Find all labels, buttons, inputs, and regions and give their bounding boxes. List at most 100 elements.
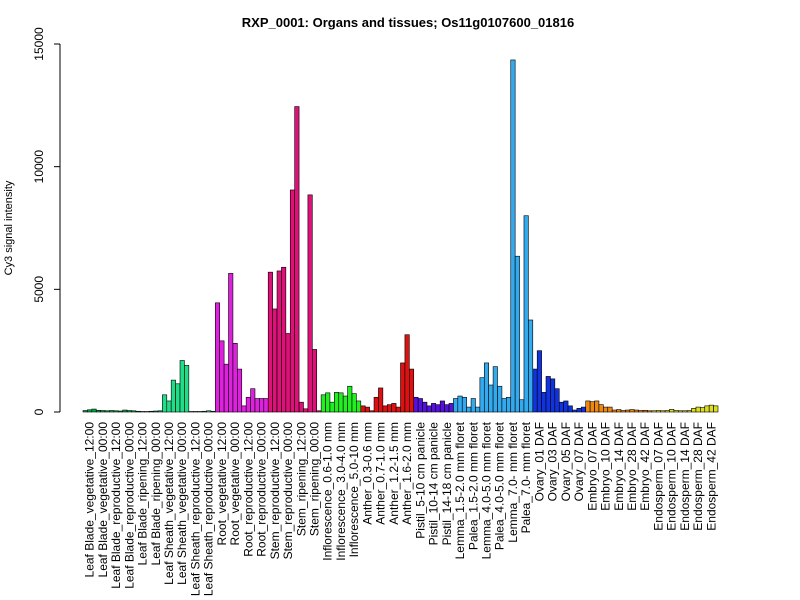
bar xyxy=(241,405,247,413)
bar xyxy=(558,401,564,413)
bar xyxy=(536,350,542,413)
bar xyxy=(285,333,291,413)
x-tick-label: Stem_reproductive_00:00 xyxy=(281,422,295,560)
bar xyxy=(109,410,115,413)
bar xyxy=(607,406,613,413)
x-tick-label: Embryo_14 DAF xyxy=(612,422,626,511)
x-tick-label: Pistil_14-18 cm panicle xyxy=(440,422,454,546)
bar xyxy=(563,400,569,413)
x-tick-label: Root_reproductive_12:00 xyxy=(241,422,255,557)
bar xyxy=(170,379,176,413)
bar xyxy=(303,408,309,413)
x-tick-label: Anther_1.6-2.0 mm xyxy=(400,422,414,525)
x-tick-label: Lemma_1.5-2.0 mm floret xyxy=(453,421,467,559)
x-tick-label: Palea_1.5-2.0 mm floret xyxy=(466,421,480,550)
x-tick-label: Embryo_07 DAF xyxy=(585,422,599,511)
bar xyxy=(470,398,476,413)
bar xyxy=(289,189,295,413)
x-tick-label: Leaf Blade_vegetative_12:00 xyxy=(83,422,97,578)
x-tick-label: Leaf Blade_vegetative_00:00 xyxy=(96,422,110,578)
x-tick-label: Anther_0.7-1.0 mm xyxy=(374,422,388,525)
bar xyxy=(678,410,684,413)
bar xyxy=(223,363,229,413)
y-tick-label: 15000 xyxy=(32,27,46,61)
bar xyxy=(439,400,445,413)
bar xyxy=(369,410,375,413)
bar xyxy=(122,409,128,413)
bar xyxy=(589,401,595,413)
bar xyxy=(131,410,137,413)
bar xyxy=(153,410,159,413)
bar xyxy=(400,362,406,413)
bar xyxy=(82,410,88,413)
bar xyxy=(669,408,675,413)
x-tick-label: Leaf Sheath_vegetative_12:00 xyxy=(162,422,176,585)
bar xyxy=(435,404,441,413)
bar xyxy=(347,385,353,413)
bar xyxy=(409,368,415,413)
bar xyxy=(673,410,679,413)
bar xyxy=(206,410,212,413)
bar xyxy=(148,410,154,413)
bar xyxy=(453,398,459,413)
x-tick-label: Anther_1.2-1.5 mm xyxy=(387,422,401,525)
x-tick-label: Endosperm_07 DAF xyxy=(651,422,665,531)
bar xyxy=(576,408,582,413)
bar xyxy=(325,392,331,413)
bar xyxy=(475,406,481,413)
x-tick-label: Embryo_10 DAF xyxy=(599,422,613,511)
bar xyxy=(312,349,318,413)
bar xyxy=(633,409,639,413)
bar xyxy=(382,405,388,413)
bar xyxy=(166,400,172,413)
bar xyxy=(338,392,344,413)
bar xyxy=(519,399,525,413)
bar xyxy=(157,410,163,413)
bar xyxy=(457,395,463,413)
x-tick-label: Ovary_03 DAF xyxy=(546,422,560,501)
x-tick-label: Endosperm_42 DAF xyxy=(704,422,718,531)
bar xyxy=(320,394,326,413)
x-tick-label: Root_vegetative_00:00 xyxy=(228,422,242,546)
bar xyxy=(638,410,644,413)
bar xyxy=(580,406,587,413)
bar xyxy=(298,401,304,413)
x-tick-label: Endosperm_28 DAF xyxy=(691,422,705,531)
bar xyxy=(523,215,529,413)
x-tick-label: Inflorescence_5.0-10 mm xyxy=(347,422,361,557)
bar xyxy=(629,409,635,413)
bar xyxy=(404,334,410,413)
x-tick-label: Ovary_05 DAF xyxy=(559,422,573,501)
x-tick-label: Embryo_28 DAF xyxy=(625,422,639,511)
x-tick-label: Embryo_42 DAF xyxy=(638,422,652,511)
bar xyxy=(373,396,379,413)
bar xyxy=(567,405,573,413)
bar xyxy=(334,392,340,413)
y-tick-label: 10000 xyxy=(32,150,46,184)
bar xyxy=(307,194,313,413)
bar xyxy=(704,405,710,413)
bar xyxy=(594,400,600,413)
bar xyxy=(461,396,467,413)
bar xyxy=(466,406,472,413)
bar xyxy=(497,385,503,413)
bar xyxy=(360,405,366,413)
bar xyxy=(713,405,719,413)
bar xyxy=(426,405,432,413)
bar xyxy=(585,400,591,413)
bar xyxy=(329,401,335,413)
bar xyxy=(625,409,631,413)
x-axis-tick-labels: Leaf Blade_vegetative_12:00 Leaf Blade_ve… xyxy=(83,421,719,596)
bar xyxy=(378,387,384,413)
bar xyxy=(201,410,207,413)
x-tick-label: Ovary_07 DAF xyxy=(572,422,586,501)
bar xyxy=(228,273,234,413)
bar xyxy=(259,398,265,413)
bar xyxy=(386,404,392,413)
x-tick-label: Palea_7.0- mm floret xyxy=(519,421,533,533)
bar xyxy=(488,384,494,413)
bar xyxy=(642,409,648,413)
bar xyxy=(501,398,507,413)
bar xyxy=(598,404,604,413)
